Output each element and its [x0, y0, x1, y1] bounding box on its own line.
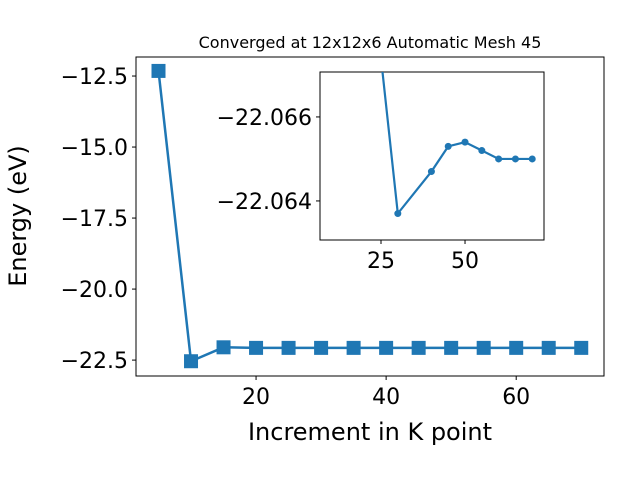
marker — [379, 340, 394, 355]
y-tick-label: −20.0 — [61, 278, 128, 303]
marker — [249, 340, 264, 355]
chart-title: Converged at 12x12x6 Automatic Mesh 45 — [199, 33, 542, 52]
marker — [528, 155, 536, 163]
y-axis-label: Energy (eV) — [4, 145, 32, 287]
x-tick-label: 20 — [242, 385, 270, 410]
x-axis-label: Increment in K point — [248, 418, 492, 446]
y-tick-label: −22.5 — [61, 349, 128, 374]
marker — [184, 354, 199, 369]
y-tick-label: −12.5 — [61, 65, 128, 90]
marker — [346, 340, 361, 355]
marker — [394, 210, 402, 218]
marker — [444, 340, 459, 355]
x-tick-label: 40 — [372, 385, 400, 410]
marker — [574, 340, 589, 355]
marker — [444, 142, 452, 150]
marker — [541, 340, 556, 355]
plot-area — [319, 71, 545, 241]
marker — [478, 147, 486, 155]
y-tick-label: −17.5 — [61, 207, 128, 232]
x-tick-label: 25 — [367, 249, 395, 274]
y-tick-label: −22.066 — [217, 106, 312, 131]
marker — [511, 155, 519, 163]
marker — [314, 340, 329, 355]
x-tick-label: 60 — [502, 385, 530, 410]
y-tick-label: −22.064 — [217, 190, 312, 215]
marker — [411, 340, 426, 355]
marker — [495, 155, 503, 163]
marker — [461, 138, 469, 146]
marker — [281, 340, 296, 355]
y-tick-label: −15.0 — [61, 136, 128, 161]
marker — [216, 340, 231, 355]
x-tick-label: 50 — [451, 249, 479, 274]
marker — [509, 340, 524, 355]
marker — [151, 63, 166, 78]
marker — [476, 340, 491, 355]
plot-content — [151, 63, 589, 369]
marker — [427, 168, 435, 176]
plot-content — [381, 72, 536, 218]
